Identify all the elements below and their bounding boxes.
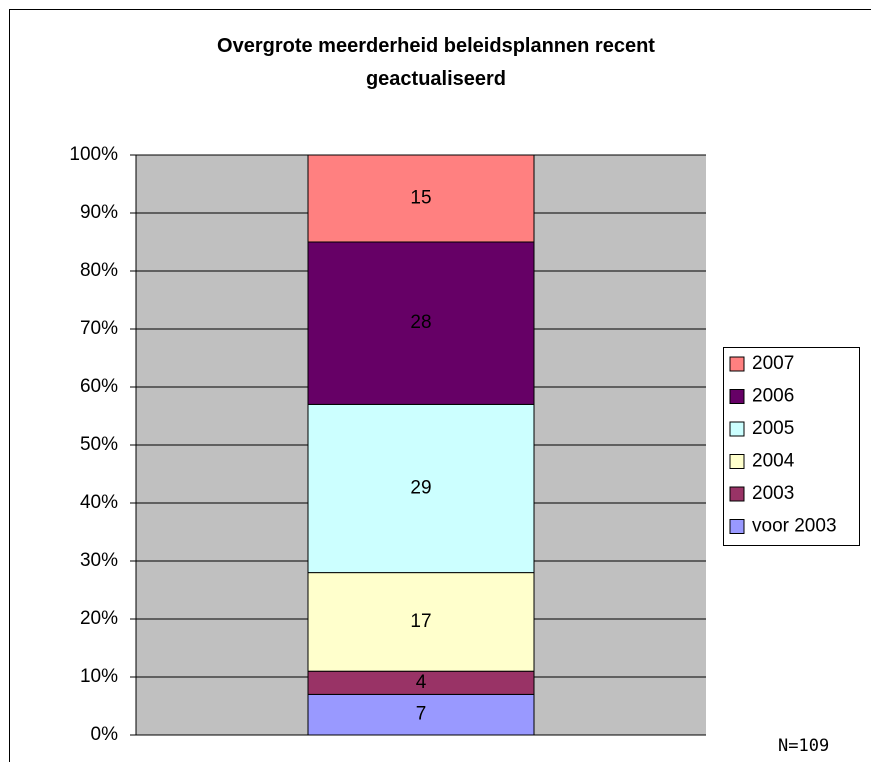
legend-swatch [729, 389, 745, 404]
legend-swatch [729, 454, 745, 469]
y-tick-label: 80% [80, 260, 118, 281]
legend-label: 2007 [752, 353, 794, 374]
legend-label: 2005 [752, 418, 794, 439]
y-tick-label: 70% [80, 318, 118, 339]
annotation: N=109 [778, 736, 829, 756]
y-tick-label: 30% [80, 550, 118, 571]
legend [723, 347, 860, 546]
legend-swatch [729, 356, 745, 372]
legend-label: 2006 [752, 386, 794, 407]
y-tick-label: 10% [80, 666, 118, 687]
y-tick-label: 100% [69, 144, 118, 165]
y-tick-label: 50% [80, 434, 118, 455]
bar-segment [307, 572, 535, 672]
bar-segment [307, 241, 535, 405]
bar-segment [307, 693, 535, 736]
legend-swatch [729, 519, 745, 534]
bar-segment [307, 403, 535, 574]
chart-title: Overgrote meerderheid beleidsplannen rec… [217, 35, 655, 90]
legend-label: 2004 [752, 451, 795, 472]
y-tick-label: 20% [80, 608, 118, 629]
data-label: 28 [410, 312, 431, 333]
y-tick-label: 0% [91, 724, 119, 745]
data-label: 15 [410, 188, 431, 209]
y-tick-label: 60% [80, 376, 118, 397]
legend-swatch [729, 486, 745, 502]
data-label: 7 [416, 704, 427, 725]
legend-label: 2003 [752, 483, 794, 504]
bar-segment [307, 154, 535, 243]
legend-swatch [729, 421, 745, 437]
data-label: 17 [410, 611, 431, 632]
y-tick-label: 90% [80, 202, 118, 223]
legend-label: voor 2003 [752, 516, 837, 537]
y-tick-label: 40% [80, 492, 118, 513]
data-label: 4 [416, 672, 427, 693]
data-label: 29 [410, 478, 431, 499]
